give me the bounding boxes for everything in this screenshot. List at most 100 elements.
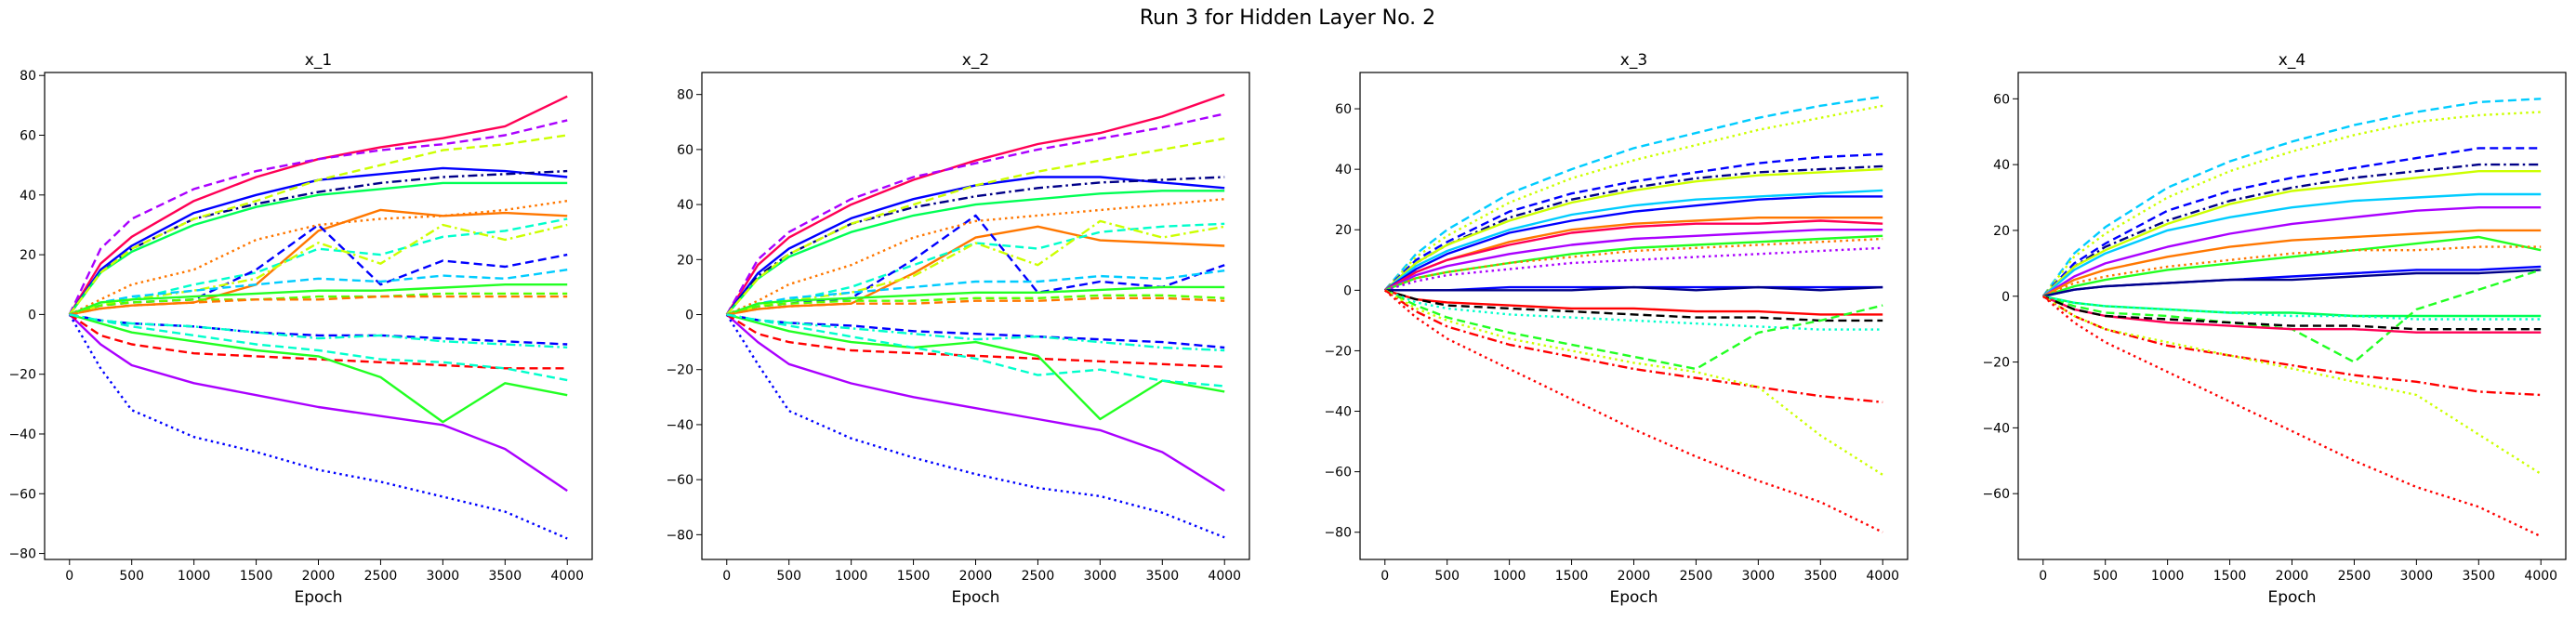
x-axis-label: Epoch bbox=[951, 588, 999, 607]
subplot-panels: x_10 500 1000 1500 2000 2500 3000 3500 4000−80−6… bbox=[8, 51, 2567, 607]
series-line-21 bbox=[69, 313, 568, 346]
y-tick-label: 40 bbox=[1335, 163, 1352, 178]
series-line-7 bbox=[2042, 205, 2542, 297]
x-tick-label: 0 bbox=[65, 569, 73, 584]
series-line-13 bbox=[69, 283, 568, 316]
x-tick-label: 1500 bbox=[897, 569, 931, 584]
series-line-11 bbox=[2042, 265, 2542, 297]
x-tick-label: 3000 bbox=[2400, 569, 2434, 584]
series-line-8 bbox=[69, 217, 568, 316]
y-tick-label: −20 bbox=[666, 363, 694, 378]
x-tick-label: 3500 bbox=[1803, 569, 1837, 584]
x-tick-label: 2000 bbox=[1618, 569, 1651, 584]
series-line-14 bbox=[726, 294, 1225, 316]
x-tick-label: 1000 bbox=[835, 569, 868, 584]
x-tick-label: 2000 bbox=[302, 569, 336, 584]
series-line-16 bbox=[1384, 289, 1883, 316]
series-line-12 bbox=[2042, 269, 2542, 297]
x-tick-label: 4000 bbox=[550, 569, 584, 584]
y-tick-label: 0 bbox=[2001, 290, 2010, 305]
y-tick-label: 40 bbox=[1993, 158, 2010, 173]
series-line-15 bbox=[726, 296, 1225, 316]
series-line-8 bbox=[726, 222, 1225, 316]
y-tick-label: −20 bbox=[1982, 356, 2010, 371]
axes-frame bbox=[44, 72, 593, 560]
series-lines bbox=[68, 95, 568, 540]
subplot-title: x_2 bbox=[962, 51, 989, 70]
y-tick-label: −80 bbox=[1324, 526, 1352, 541]
series-line-18 bbox=[2042, 295, 2542, 397]
x-tick-label: 3000 bbox=[1084, 569, 1117, 584]
x-tick-label: 3500 bbox=[2462, 569, 2495, 584]
series-line-19 bbox=[1384, 289, 1883, 371]
y-tick-label: −80 bbox=[666, 528, 694, 543]
series-line-2 bbox=[725, 112, 1225, 316]
x-tick-label: 4000 bbox=[1866, 569, 1899, 584]
subplot-2: x_2 0 500 1000 1500 2000 2500 3000 3500 4000 −80 −6… bbox=[666, 51, 1250, 607]
series-line-8 bbox=[2042, 229, 2542, 297]
series-line-14 bbox=[69, 292, 568, 316]
y-tick-label: −40 bbox=[1982, 421, 2010, 436]
y-tick-label: −60 bbox=[666, 473, 694, 488]
series-line-6 bbox=[1384, 189, 1883, 292]
series-line-3 bbox=[2041, 147, 2542, 297]
y-tick-label: 20 bbox=[677, 253, 694, 268]
series-line-3 bbox=[725, 176, 1225, 316]
series-line-15 bbox=[1384, 285, 1883, 292]
series-line-5 bbox=[68, 181, 568, 316]
series-lines bbox=[1383, 95, 1883, 533]
series-line-10 bbox=[2042, 245, 2542, 297]
series-line-4 bbox=[2041, 163, 2542, 297]
y-tick-label: 0 bbox=[1343, 283, 1352, 298]
series-line-22 bbox=[69, 313, 568, 348]
series-line-20 bbox=[726, 313, 1225, 388]
y-tick-label: 60 bbox=[1335, 102, 1352, 117]
series-line-9 bbox=[726, 214, 1225, 316]
y-tick-label: 20 bbox=[20, 248, 36, 263]
series-line-6 bbox=[2042, 192, 2542, 297]
x-tick-label: 4000 bbox=[2524, 569, 2557, 584]
series-line-9 bbox=[1384, 219, 1883, 292]
series-line-21 bbox=[1384, 289, 1883, 476]
subplot-4: x_4 0 500 1000 1500 2000 2500 3000 3500 4000 −60 −4… bbox=[1982, 51, 2567, 607]
y-tick-label: −60 bbox=[1324, 466, 1352, 480]
series-line-17 bbox=[1384, 289, 1883, 322]
series-line-15 bbox=[2042, 295, 2542, 334]
series-lines bbox=[2041, 98, 2542, 538]
x-axis-label: Epoch bbox=[2267, 588, 2316, 607]
x-tick-label: 0 bbox=[722, 569, 731, 584]
series-line-5 bbox=[2041, 169, 2542, 297]
x-tick-label: 3500 bbox=[488, 569, 522, 584]
y-tick-label: 60 bbox=[1993, 92, 2010, 107]
series-line-18 bbox=[1384, 289, 1883, 331]
subplot-title: x_1 bbox=[305, 51, 332, 70]
y-tick-label: −40 bbox=[666, 418, 694, 433]
series-line-15 bbox=[69, 295, 568, 316]
x-tick-label: 2500 bbox=[1022, 569, 1055, 584]
series-line-7 bbox=[1384, 195, 1883, 292]
axes-frame bbox=[701, 72, 1250, 560]
series-line-2 bbox=[2041, 111, 2542, 297]
series-line-20 bbox=[69, 313, 568, 382]
series-line-17 bbox=[725, 313, 1225, 539]
series-line-1 bbox=[68, 95, 568, 316]
series-line-13 bbox=[1384, 246, 1883, 292]
series-line-18 bbox=[69, 313, 568, 370]
x-tick-label: 1000 bbox=[178, 569, 211, 584]
series-line-12 bbox=[726, 270, 1225, 316]
y-tick-label: 40 bbox=[677, 198, 694, 213]
x-tick-label: 2000 bbox=[959, 569, 993, 584]
series-line-19 bbox=[69, 313, 568, 424]
axes-frame bbox=[1359, 72, 1909, 560]
subplot-3: x_3 0 500 1000 1500 2000 2500 3000 3500 4000 −80 −6… bbox=[1324, 51, 1909, 607]
series-line-1 bbox=[2041, 98, 2542, 297]
x-axis-label: Epoch bbox=[1609, 588, 1658, 607]
series-line-19 bbox=[2042, 295, 2542, 475]
x-tick-label: 500 bbox=[2093, 569, 2118, 584]
y-tick-label: 60 bbox=[20, 129, 36, 144]
series-line-16 bbox=[2042, 295, 2542, 331]
series-line-11 bbox=[69, 223, 568, 316]
figure-suptitle: Run 3 for Hidden Layer No. 2 bbox=[1140, 7, 1435, 30]
series-line-12 bbox=[1384, 237, 1883, 292]
